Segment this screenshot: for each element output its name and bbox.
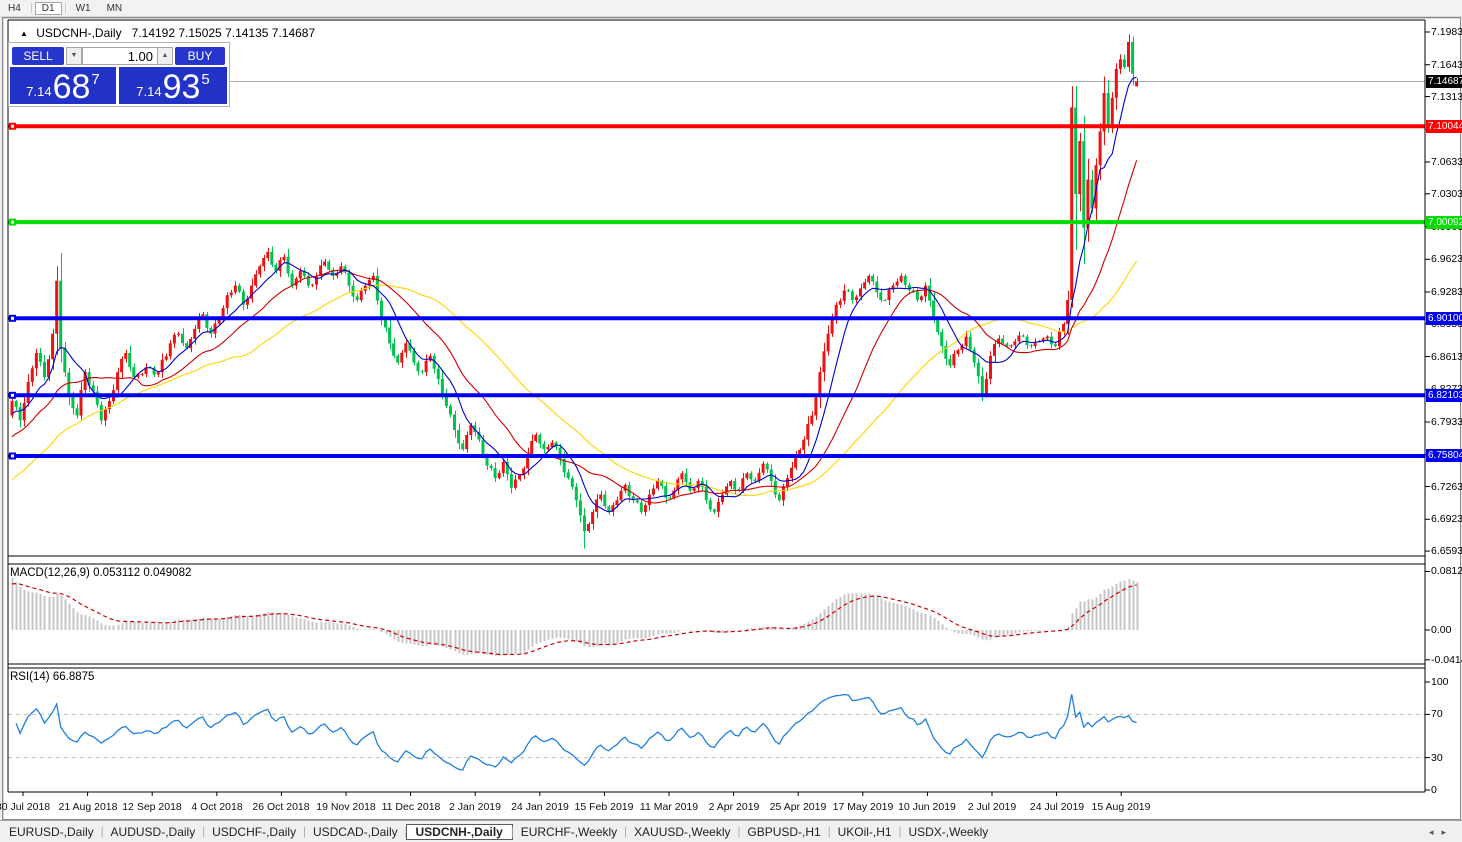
- tab-xauusd-weekly[interactable]: XAUUSD-,Weekly: [634, 825, 731, 839]
- tab-separator: |: [737, 826, 741, 838]
- tab-ukoil-h1[interactable]: UKOil-,H1: [837, 825, 892, 839]
- buy-button[interactable]: BUY: [175, 47, 225, 65]
- chart-window: [2, 17, 1461, 820]
- rsi-indicator-label: RSI(14) 66.8875: [10, 671, 95, 683]
- volume-input[interactable]: [82, 47, 158, 65]
- toolbar-separator: [30, 3, 32, 13]
- buy-price-pip-digit: 5: [201, 71, 210, 88]
- tab-separator: |: [898, 826, 902, 838]
- tab-scroll-left-icon[interactable]: ◂: [1428, 826, 1442, 837]
- tab-separator: |: [202, 826, 206, 838]
- tab-separator: |: [100, 826, 104, 838]
- buy-price-prefix: 7.14: [136, 84, 162, 99]
- chart-ohlc-values: 7.14192 7.15025 7.14135 7.14687: [131, 26, 316, 40]
- tab-separator: |: [827, 826, 831, 838]
- chart-title: ▲ USDCNH-,Daily 7.14192 7.15025 7.14135 …: [20, 26, 315, 40]
- sell-price-big-digits: 68: [52, 68, 91, 106]
- tab-usdchf-daily[interactable]: USDCHF-,Daily: [212, 825, 297, 839]
- tab-separator: |: [303, 826, 306, 838]
- volume-increase-icon[interactable]: ▲: [157, 47, 173, 65]
- sell-price-pip-digit: 7: [91, 71, 100, 88]
- timeframe-mn-button[interactable]: MN: [106, 2, 123, 14]
- timeframe-w1-button[interactable]: W1: [75, 2, 91, 14]
- tab-scroll-right-icon[interactable]: ▸: [1441, 826, 1454, 837]
- rsi-value: 66.8875: [52, 671, 95, 683]
- macd-indicator-label: MACD(12,26,9) 0.053112 0.049082: [10, 567, 192, 579]
- chart-tab-bar: EURUSD-,Daily | AUDUSD-,Daily | USDCHF-,Dail…: [0, 820, 1462, 842]
- tab-usdx-weekly[interactable]: USDX-,Weekly: [908, 825, 989, 839]
- one-click-trading-panel: SELL ▼ ▲ BUY 7.14 68 7 7.14 93 5: [8, 42, 230, 107]
- chart-symbol-period: USDCNH-,Daily: [36, 26, 122, 40]
- tab-eurchf-weekly[interactable]: EURCHF-,Weekly: [520, 825, 618, 839]
- buy-price-big-digits: 93: [162, 68, 201, 106]
- tab-usdcnh-daily[interactable]: USDCNH-,Daily: [405, 824, 513, 840]
- timeframe-toolbar: H4 D1 W1 MN: [0, 0, 1462, 17]
- tab-eurusd-daily[interactable]: EURUSD-,Daily: [9, 825, 94, 839]
- timeframe-h4-button[interactable]: H4: [8, 2, 21, 14]
- timeframe-d1-button[interactable]: D1: [34, 1, 62, 15]
- toolbar-separator: [64, 3, 66, 13]
- tab-scroll-arrows: ◂▸: [1429, 827, 1454, 838]
- volume-decrease-icon[interactable]: ▼: [66, 47, 82, 65]
- macd-values: 0.053112 0.049082: [93, 567, 192, 579]
- collapse-panel-icon[interactable]: ▲: [20, 29, 28, 38]
- sell-button[interactable]: SELL: [12, 47, 64, 65]
- sell-price-quote[interactable]: 7.14 68 7: [10, 67, 116, 104]
- tab-usdcad-daily[interactable]: USDCAD-,Daily: [312, 825, 398, 839]
- tab-separator: |: [624, 826, 628, 838]
- buy-price-quote[interactable]: 7.14 93 5: [119, 67, 227, 104]
- tab-separator: |: [510, 826, 514, 838]
- tab-gbpusd-h1[interactable]: GBPUSD-,H1: [747, 825, 821, 839]
- sell-price-prefix: 7.14: [26, 84, 52, 99]
- tab-audusd-daily[interactable]: AUDUSD-,Daily: [110, 825, 196, 839]
